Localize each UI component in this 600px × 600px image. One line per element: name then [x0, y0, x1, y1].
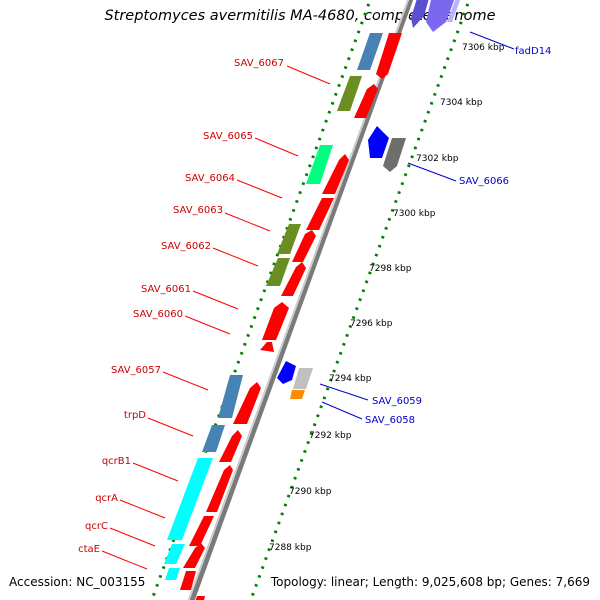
gene-SAV_6067 — [337, 76, 362, 111]
gene-red-6067b — [354, 84, 378, 118]
gene-red-6057b — [233, 382, 261, 424]
scale-label-7296: 7296 kbp — [350, 319, 393, 329]
gene-label-SAV_6059: SAV_6059 — [372, 396, 422, 407]
gene-SAV_6065 — [306, 145, 333, 184]
gene-labels-right: fadD14 SAV_6066 SAV_6059 SAV_6058 — [365, 46, 551, 426]
gene-label-SAV_6064: SAV_6064 — [185, 173, 235, 184]
scale-label-7304: 7304 kbp — [440, 98, 483, 108]
gene-label-qcrA: qcrA — [95, 493, 118, 504]
gene-label-qcrC: qcrC — [85, 521, 108, 532]
gene-qcrA — [189, 516, 214, 546]
gene-SAV_6059-blue — [277, 361, 296, 384]
gene-qcrB1 — [167, 458, 213, 540]
gene-label-SAV_6066: SAV_6066 — [459, 176, 509, 187]
accession-text: Accession: NC_003155 — [9, 575, 146, 589]
tick-row-outer-right — [249, 0, 471, 600]
gene-red-bottom — [195, 596, 205, 600]
map-title: Streptomyces avermitilis MA-4680, comple… — [104, 8, 496, 24]
gene-label-SAV_6057: SAV_6057 — [111, 365, 161, 376]
genome-summary-text: Topology: linear; Length: 9,025,608 bp; … — [270, 575, 590, 589]
scale-label-7300: 7300 kbp — [393, 209, 436, 219]
gene-label-qcrB1: qcrB1 — [102, 456, 131, 467]
gene-label-SAV_6067: SAV_6067 — [234, 58, 284, 69]
scale-label-7298: 7298 kbp — [369, 264, 412, 274]
leader-lines-right — [319, 31, 515, 420]
scale-label-7306: 7306 kbp — [462, 43, 505, 53]
gene-label-ctaE: ctaE — [78, 544, 100, 555]
scale-labels: 7306 kbp 7304 kbp 7302 kbp 7300 kbp 7298… — [269, 43, 505, 553]
gene-ctaE — [165, 568, 180, 580]
gene-SAV_6066-gray — [383, 138, 406, 172]
gene-SAV_6058-orange — [290, 390, 305, 399]
leader-lines-left — [101, 65, 331, 570]
gene-red-6065b — [322, 154, 349, 194]
gene-label-SAV_6063: SAV_6063 — [173, 205, 223, 216]
gene-label-SAV_6058: SAV_6058 — [365, 415, 415, 426]
gene-SAV_6059-silver — [293, 368, 313, 389]
gene-fadD14-shade — [411, 0, 429, 28]
gene-features — [164, 0, 461, 600]
scale-label-7294: 7294 kbp — [329, 374, 372, 384]
scale-label-7302: 7302 kbp — [416, 154, 459, 164]
gene-SAV_6062 — [266, 258, 290, 286]
gene-qcrC — [164, 544, 185, 564]
gene-fadD14-light — [447, 0, 461, 22]
gene-SAV_6064 — [306, 198, 334, 230]
scale-label-7288: 7288 kbp — [269, 543, 312, 553]
gene-red-trpDb — [219, 430, 242, 462]
gene-red-6063b — [292, 230, 316, 262]
gene-SAV_6061-small — [260, 342, 274, 352]
gene-red-qcrB1b — [206, 465, 233, 512]
genome-backbone — [187, 0, 414, 600]
gene-label-fadD14: fadD14 — [515, 46, 551, 57]
gene-SAV_6063 — [277, 224, 301, 254]
gene-red-qcrCb — [183, 543, 205, 568]
gene-steelblue-top — [357, 33, 383, 70]
tick-rows — [150, 0, 471, 600]
gene-SAV_6060 — [262, 302, 289, 340]
gene-label-SAV_6062: SAV_6062 — [161, 241, 211, 252]
scale-label-7292: 7292 kbp — [309, 431, 352, 441]
gene-fadD14-forward — [426, 0, 455, 32]
gene-SAV_6057 — [218, 375, 243, 418]
gene-red-6062b — [281, 262, 306, 296]
gene-trpD — [202, 425, 225, 452]
gene-label-SAV_6065: SAV_6065 — [203, 131, 253, 142]
gene-red-ctaEb — [180, 571, 196, 590]
gene-red-top — [376, 33, 402, 79]
scale-label-7290: 7290 kbp — [289, 487, 332, 497]
gene-label-SAV_6060: SAV_6060 — [133, 309, 183, 320]
gene-labels-left: SAV_6067 SAV_6065 SAV_6064 SAV_6063 SAV_… — [78, 58, 284, 555]
gene-SAV_6066-blue — [368, 126, 389, 158]
tick-row-inner-left — [150, 0, 372, 600]
gene-label-trpD: trpD — [124, 410, 146, 421]
gene-label-SAV_6061: SAV_6061 — [141, 284, 191, 295]
